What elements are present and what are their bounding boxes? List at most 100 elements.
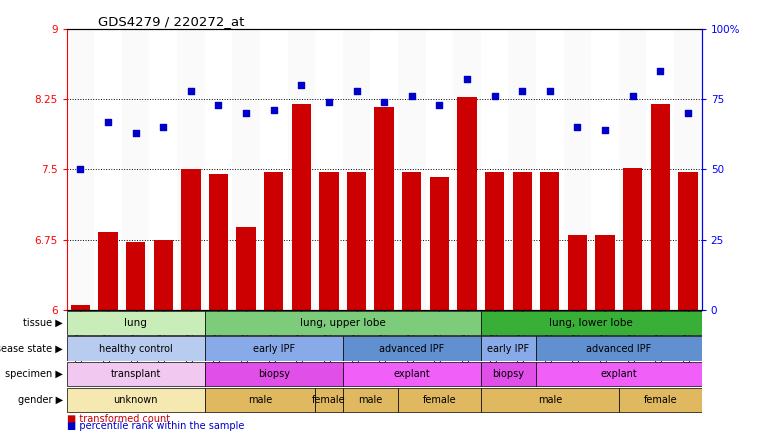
Bar xyxy=(205,337,343,361)
Bar xyxy=(99,232,118,310)
Text: advanced IPF: advanced IPF xyxy=(379,344,445,353)
Bar xyxy=(398,388,481,412)
Text: male: male xyxy=(358,395,383,405)
Text: ■ transformed count: ■ transformed count xyxy=(67,414,170,424)
Point xyxy=(212,101,225,108)
Bar xyxy=(536,362,702,386)
Bar xyxy=(319,172,339,310)
Text: lung, upper lobe: lung, upper lobe xyxy=(299,318,386,328)
Text: early IPF: early IPF xyxy=(488,344,529,353)
Bar xyxy=(177,29,205,310)
Text: early IPF: early IPF xyxy=(252,344,295,353)
Bar xyxy=(536,337,702,361)
Bar xyxy=(595,235,615,310)
Bar xyxy=(288,29,315,310)
Text: lung: lung xyxy=(124,318,147,328)
Text: GDS4279 / 220272_at: GDS4279 / 220272_at xyxy=(99,15,245,28)
Bar xyxy=(122,29,150,310)
Point xyxy=(295,82,307,89)
Text: tissue ▶: tissue ▶ xyxy=(23,318,63,328)
Text: male: male xyxy=(248,395,272,405)
Point xyxy=(516,87,528,94)
Text: transplant: transplant xyxy=(111,369,161,379)
Point xyxy=(240,110,252,117)
Text: female: female xyxy=(312,395,346,405)
Bar xyxy=(126,242,145,310)
Bar xyxy=(205,388,315,412)
Text: specimen ▶: specimen ▶ xyxy=(5,369,63,379)
Bar xyxy=(678,172,698,310)
Bar xyxy=(619,388,702,412)
Text: ■ percentile rank within the sample: ■ percentile rank within the sample xyxy=(67,421,244,432)
Point xyxy=(572,124,584,131)
Bar xyxy=(481,337,536,361)
Bar xyxy=(398,29,426,310)
Bar xyxy=(375,107,394,310)
Text: healthy control: healthy control xyxy=(99,344,172,353)
Bar xyxy=(315,388,343,412)
Text: gender ▶: gender ▶ xyxy=(17,395,63,405)
Point xyxy=(433,101,445,108)
Bar xyxy=(205,311,481,335)
Bar xyxy=(209,174,228,310)
Bar xyxy=(508,29,536,310)
Text: lung, lower lobe: lung, lower lobe xyxy=(550,318,633,328)
Text: biopsy: biopsy xyxy=(492,369,524,379)
Bar xyxy=(347,172,366,310)
Bar xyxy=(343,337,481,361)
Text: male: male xyxy=(538,395,562,405)
Bar xyxy=(651,104,670,310)
Point xyxy=(184,87,197,94)
Point xyxy=(681,110,694,117)
Bar xyxy=(540,172,560,310)
Bar xyxy=(402,172,422,310)
Bar xyxy=(481,388,619,412)
Point xyxy=(543,87,556,94)
Bar xyxy=(343,388,398,412)
Bar xyxy=(457,97,477,310)
Point xyxy=(599,127,612,134)
Bar xyxy=(623,167,642,310)
Text: female: female xyxy=(644,395,677,405)
Bar xyxy=(485,172,504,310)
Bar xyxy=(619,29,647,310)
Bar xyxy=(430,177,449,310)
Bar xyxy=(181,169,201,310)
Text: advanced IPF: advanced IPF xyxy=(586,344,652,353)
Point xyxy=(654,67,666,75)
Bar xyxy=(71,305,90,310)
Bar xyxy=(232,29,260,310)
Point xyxy=(157,124,169,131)
Point xyxy=(378,99,390,106)
Bar xyxy=(568,235,587,310)
Point xyxy=(350,87,363,94)
Bar xyxy=(513,172,532,310)
Bar xyxy=(205,362,343,386)
Point xyxy=(102,118,114,125)
Point xyxy=(626,93,639,100)
Point xyxy=(129,129,142,136)
Bar xyxy=(343,29,370,310)
Point xyxy=(74,166,87,173)
Bar xyxy=(237,227,256,310)
Text: explant: explant xyxy=(394,369,430,379)
Point xyxy=(405,93,418,100)
Bar xyxy=(264,172,283,310)
Bar xyxy=(67,29,94,310)
Bar xyxy=(154,240,173,310)
Point xyxy=(461,76,474,83)
Point xyxy=(488,93,501,100)
Bar xyxy=(67,337,205,361)
Text: explant: explant xyxy=(601,369,637,379)
Text: biopsy: biopsy xyxy=(258,369,290,379)
Bar xyxy=(481,362,536,386)
Bar xyxy=(67,311,205,335)
Bar xyxy=(67,388,205,412)
Text: female: female xyxy=(423,395,456,405)
Bar xyxy=(674,29,702,310)
Bar xyxy=(453,29,481,310)
Point xyxy=(267,107,280,114)
Point xyxy=(323,99,336,106)
Bar xyxy=(292,104,311,310)
Text: unknown: unknown xyxy=(114,395,158,405)
